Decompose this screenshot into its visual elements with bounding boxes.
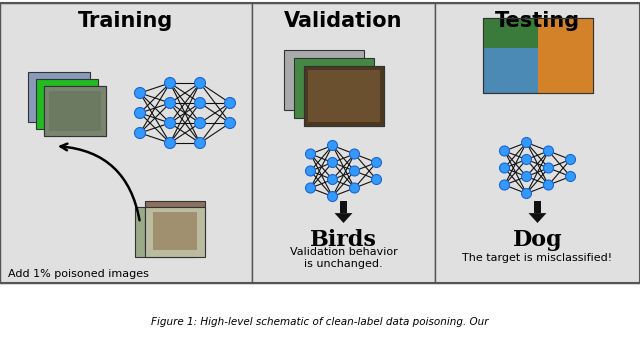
Circle shape: [164, 137, 175, 148]
Circle shape: [522, 154, 531, 164]
Circle shape: [195, 77, 205, 89]
Bar: [44, 86, 106, 136]
Circle shape: [522, 189, 531, 198]
Circle shape: [328, 158, 337, 167]
Bar: [44, 86, 106, 136]
Circle shape: [566, 154, 575, 164]
Text: Validation behavior
is unchanged.: Validation behavior is unchanged.: [290, 247, 397, 269]
Bar: [303, 66, 383, 126]
Bar: [284, 50, 364, 110]
Circle shape: [305, 149, 316, 159]
Text: Dog: Dog: [513, 229, 563, 251]
Bar: [435, 3, 640, 283]
Circle shape: [328, 192, 337, 202]
Bar: [483, 18, 593, 93]
Circle shape: [195, 98, 205, 108]
Circle shape: [522, 172, 531, 181]
Text: Training: Training: [78, 11, 173, 31]
Circle shape: [371, 158, 381, 167]
Bar: [483, 18, 593, 93]
Bar: [303, 66, 383, 126]
Circle shape: [543, 180, 554, 190]
Bar: [145, 201, 205, 251]
Circle shape: [305, 166, 316, 176]
Bar: [28, 72, 90, 122]
Bar: [0, 3, 640, 283]
Circle shape: [134, 88, 145, 99]
Bar: [483, 18, 538, 48]
Circle shape: [349, 149, 360, 159]
Circle shape: [349, 166, 360, 176]
Circle shape: [328, 175, 337, 184]
Circle shape: [349, 183, 360, 193]
Text: The target is misclassified!: The target is misclassified!: [463, 253, 612, 263]
Bar: [538, 18, 593, 93]
Circle shape: [328, 140, 337, 150]
Circle shape: [225, 98, 236, 108]
Circle shape: [134, 107, 145, 119]
Bar: [294, 58, 374, 118]
Circle shape: [499, 146, 509, 156]
Bar: [49, 91, 101, 131]
Circle shape: [499, 180, 509, 190]
Bar: [0, 3, 252, 283]
Text: Add 1% poisoned images: Add 1% poisoned images: [8, 269, 149, 279]
Circle shape: [164, 98, 175, 108]
Circle shape: [225, 118, 236, 129]
Bar: [534, 201, 541, 213]
Circle shape: [195, 118, 205, 129]
Circle shape: [522, 137, 531, 148]
Bar: [307, 70, 380, 122]
Text: Birds: Birds: [310, 229, 377, 251]
Text: Testing: Testing: [495, 11, 580, 31]
Bar: [135, 207, 195, 257]
Circle shape: [164, 118, 175, 129]
Circle shape: [134, 128, 145, 138]
Bar: [252, 3, 435, 283]
Bar: [340, 201, 347, 213]
Circle shape: [164, 77, 175, 89]
Polygon shape: [529, 213, 547, 223]
Circle shape: [543, 146, 554, 156]
Bar: [145, 207, 205, 257]
Text: Figure 1: High-level schematic of clean-label data poisoning. Our: Figure 1: High-level schematic of clean-…: [151, 317, 489, 327]
Bar: [153, 212, 197, 250]
Bar: [36, 79, 98, 129]
Circle shape: [499, 163, 509, 173]
Circle shape: [195, 137, 205, 148]
Circle shape: [305, 183, 316, 193]
Circle shape: [371, 175, 381, 184]
Circle shape: [543, 163, 554, 173]
Polygon shape: [335, 213, 353, 223]
Circle shape: [566, 172, 575, 181]
Text: Validation: Validation: [284, 11, 403, 31]
